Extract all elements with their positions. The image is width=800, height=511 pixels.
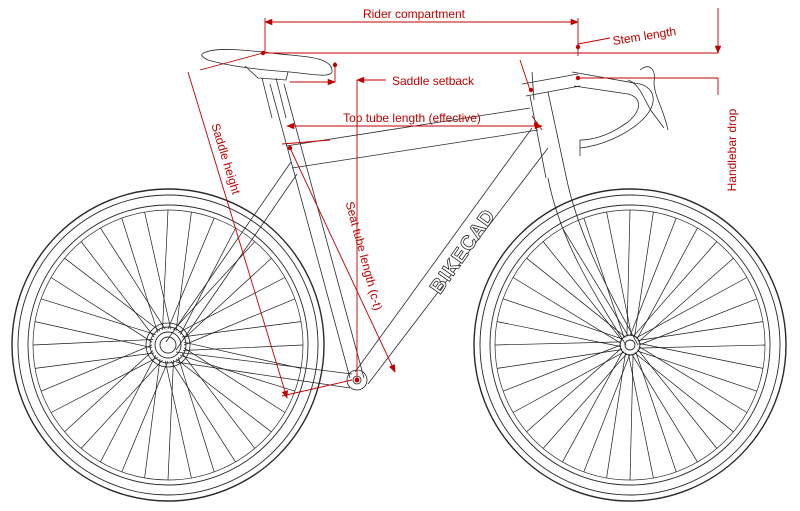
spoke [35,352,155,369]
spoke [638,346,748,413]
front-wheel [473,188,787,502]
rider-compartment-label: Rider compartment [363,7,466,21]
spoke [178,277,286,334]
spoke [162,209,169,331]
spoke [32,339,154,346]
spoke [80,359,163,449]
spoke [50,356,158,413]
spoke [606,352,626,478]
rear-wheel [11,188,325,502]
spoke [100,227,166,330]
spoke [121,217,159,333]
spoke [637,349,718,449]
spoke [181,321,301,338]
spoke [182,344,304,351]
spoke [173,241,256,331]
spoke [177,357,215,473]
spoke [626,209,631,337]
rear-spokes [32,209,304,481]
spoke [629,353,634,481]
spoke [50,277,153,343]
spoke [638,298,758,346]
spoke [512,351,625,413]
stem-length-label: Stem length [612,24,677,48]
front-spokes [494,209,766,481]
spoke [542,353,628,449]
spoke [40,344,153,392]
spoke [183,347,286,413]
spoke [181,352,256,449]
spoke [170,360,236,463]
spoke [632,241,718,337]
spoke [497,321,622,347]
spoke [35,321,153,349]
spoke [183,298,296,346]
spoke [180,354,296,392]
dimension-lines [187,8,722,399]
spoke [182,257,272,340]
spoke [583,353,631,473]
spoke [497,349,623,369]
spoke [64,350,154,433]
spoke [175,358,272,433]
spoke [183,341,301,369]
spoke [526,347,622,433]
spoke [40,298,156,336]
spoke [606,212,632,337]
spoke [562,227,629,337]
spoke [542,241,623,341]
spoke [634,212,654,338]
saddle-setback-label: Saddle setback [392,74,475,88]
bicycle-frame [145,49,669,391]
seat-tube-length-label: Seat tube length (c-t) [343,200,386,312]
spoke [494,341,622,346]
spoke [167,359,174,481]
spoke [100,355,157,463]
top-tube-length-label: Top tube length (effective) [343,111,481,125]
handlebar-drop-label: Handlebar drop [725,108,739,191]
spoke [638,257,734,343]
spoke [636,227,698,340]
spoke [144,212,172,330]
spoke [164,360,192,478]
spoke [80,241,155,338]
spoke [167,217,215,330]
spoke [121,360,169,473]
spoke [64,257,161,332]
spoke [562,350,624,463]
spoke [635,351,677,473]
spoke [628,353,654,478]
spoke [144,358,161,478]
spoke [635,277,748,339]
spoke [583,217,625,339]
spoke [637,321,763,341]
spoke [638,344,766,349]
spoke [502,344,622,392]
brand-lettering: BIKECAD [426,205,500,298]
spoke [638,343,763,369]
dimension-points [260,44,581,383]
spoke [512,277,622,344]
spoke [631,353,698,463]
spoke [175,212,192,332]
saddle-height-label: Saddle height [208,122,243,197]
spoke [629,217,677,337]
